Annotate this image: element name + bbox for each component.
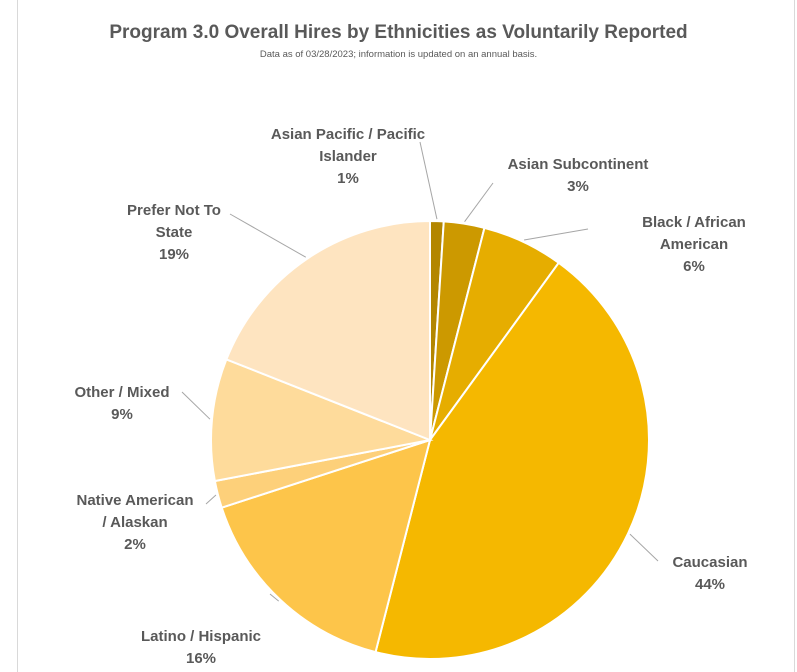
slice-value-label: 44%	[695, 576, 725, 593]
slice-value-label: 16%	[186, 650, 216, 667]
slice-value-label: 9%	[111, 406, 133, 423]
slice-category-label: Black / African	[642, 214, 746, 231]
pie-slice-other-mixed	[210, 358, 434, 483]
slice-category-label: Prefer Not To	[127, 202, 221, 219]
leader-line	[269, 593, 280, 602]
pie-slice-caucasian	[374, 261, 651, 660]
slice-category-label: American	[660, 236, 728, 253]
slice-value-label: 3%	[567, 178, 589, 195]
leader-lines	[181, 141, 659, 602]
leader-line	[181, 391, 211, 420]
slice-category-label: Islander	[319, 148, 377, 165]
chart-title: Program 3.0 Overall Hires by Ethnicities…	[109, 22, 688, 43]
leader-line	[464, 182, 494, 223]
slice-category-label: Asian Pacific / Pacific	[271, 126, 425, 143]
slice-category-label: / Alaskan	[102, 514, 167, 531]
slice-value-label: 19%	[159, 246, 189, 263]
slice-value-label: 6%	[683, 258, 705, 275]
leader-line	[419, 141, 438, 220]
slice-category-label: Other / Mixed	[74, 384, 169, 401]
slice-category-label: Native American	[77, 492, 194, 509]
chart-subtitle: Data as of 03/28/2023; information is up…	[259, 49, 538, 60]
pie-slice-latino-hispanic	[220, 438, 432, 654]
slice-category-label: State	[156, 224, 193, 241]
leader-line	[205, 494, 217, 505]
chart-frame	[17, 0, 795, 672]
slice-value-label: 2%	[124, 536, 146, 553]
leader-line	[524, 228, 589, 241]
slice-labels: Asian Pacific / Pacific Islander 1% Asian S…	[74, 126, 747, 667]
slice-category-label: Latino / Hispanic	[141, 628, 261, 645]
pie-slices	[210, 219, 651, 660]
leader-line	[629, 533, 659, 562]
slice-category-label: Caucasian	[672, 554, 747, 571]
leader-line	[229, 213, 307, 258]
slice-value-label: 1%	[337, 170, 359, 187]
slice-category-label: Asian Subcontinent	[508, 156, 649, 173]
pie-slice-prefer-not-to-state	[225, 219, 431, 442]
